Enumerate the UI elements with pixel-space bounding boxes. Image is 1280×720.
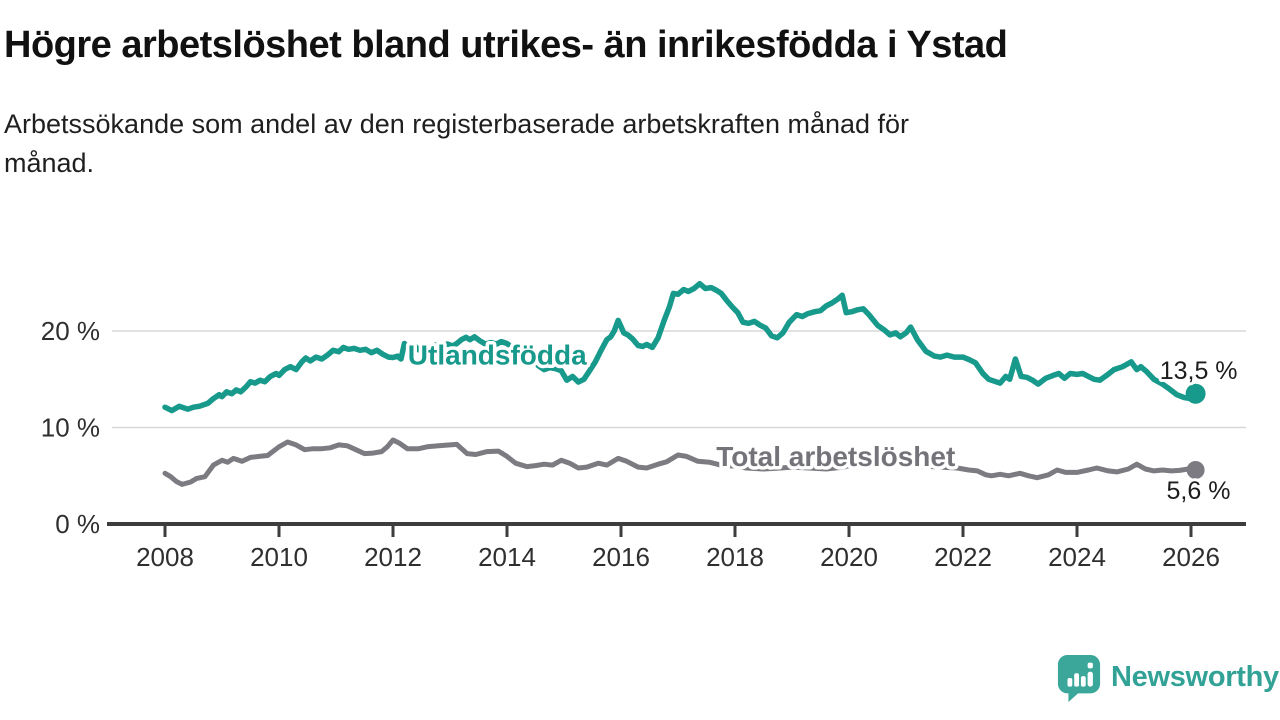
x-tick-label: 2018: [706, 542, 764, 572]
series-line-utlandsfodda: [162, 280, 1199, 414]
brand-name: Newsworthy: [1111, 661, 1279, 693]
y-tick-label: 10 %: [41, 413, 100, 443]
x-tick-label: 2024: [1048, 542, 1106, 572]
chart-subtitle-line2: månad.: [4, 147, 95, 178]
page-title: Högre arbetslöshet bland utrikes- än inr…: [4, 24, 1008, 66]
series-line-total: [162, 437, 1199, 487]
chart-subtitle-line1: Arbetssökande som andel av den registerb…: [4, 108, 910, 139]
x-tick-label: 2012: [364, 542, 422, 572]
y-tick-label: 0 %: [55, 509, 100, 539]
x-tick-label: 2016: [592, 542, 650, 572]
x-tick-label: 2026: [1162, 542, 1220, 572]
end-value-label-total: 5,6 %: [1167, 477, 1231, 505]
y-tick-label: 20 %: [41, 316, 100, 346]
chart-header: Högre arbetslöshet bland utrikes- än inr…: [4, 24, 1276, 183]
x-tick-label: 2020: [820, 542, 878, 572]
series-label-utlandsfodda: Utlandsfödda: [408, 339, 587, 370]
end-value-label-utlandsfodda: 13,5 %: [1160, 357, 1238, 385]
newsworthy-logo: Newsworthy: [1056, 652, 1279, 704]
bar-chart-speech-bubble-icon: [1057, 655, 1101, 702]
series-label-total: Total arbetslöshet: [716, 441, 955, 472]
series-end-dot-total: [1186, 461, 1205, 479]
chart-subtitle: Arbetssökande som andel av den registerb…: [4, 105, 1276, 183]
x-tick-label: 2010: [250, 542, 308, 572]
x-tick-label: 2022: [934, 542, 992, 572]
series-end-dot-utlandsfodda: [1185, 383, 1206, 404]
x-tick-label: 2014: [478, 542, 536, 572]
x-tick-label: 2008: [136, 542, 194, 572]
